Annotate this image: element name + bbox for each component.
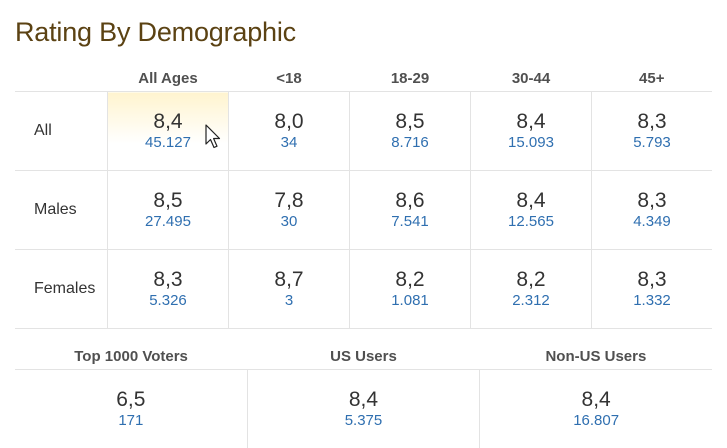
col-header-top-1000: Top 1000 Voters [15,344,248,370]
rating-cell[interactable]: 8,3 5.326 [107,249,229,329]
rating-value: 8,3 [637,109,667,133]
rating-value: 8,5 [153,188,183,212]
row-females: Females 8,3 5.326 8,7 3 8,2 1.081 8,2 2.… [15,249,712,329]
votes-link[interactable]: 27.495 [145,212,191,230]
rating-value: 6,5 [116,387,146,411]
demographic-table: All Ages <18 18-29 30-44 45+ All 8,4 45.… [15,66,712,329]
page-title: Rating By Demographic [15,17,296,47]
rating-cell[interactable]: 8,4 12.565 [470,170,592,250]
rating-value: 8,3 [637,188,667,212]
votes-link[interactable]: 5.375 [344,411,383,429]
votes-link[interactable]: 5.326 [149,291,187,309]
row-label-males: Males [15,170,108,250]
row-label-all: All [15,91,108,171]
rating-value: 8,6 [395,188,425,212]
col-header-us-users: US Users [247,344,480,370]
rating-cell[interactable]: 8,5 8.716 [349,91,471,171]
rating-cell[interactable]: 8,2 1.081 [349,249,471,329]
rating-value: 8,3 [637,267,667,291]
rating-value: 8,3 [153,267,183,291]
rating-cell[interactable]: 7,8 30 [228,170,350,250]
rating-value: 8,7 [274,267,304,291]
rating-value: 8,0 [274,109,304,133]
rating-value: 8,4 [348,387,379,411]
votes-link[interactable]: 16.807 [573,411,620,429]
row-males: Males 8,5 27.495 7,8 30 8,6 7.541 8,4 12… [15,170,712,250]
demographic-header-row: All Ages <18 18-29 30-44 45+ [15,66,712,92]
rating-cell[interactable]: 8,3 4.349 [591,170,712,250]
rating-cell[interactable]: 6,5 171 [15,370,247,448]
votes-link[interactable]: 12.565 [508,212,554,230]
mouse-pointer-icon [205,124,221,149]
rating-cell[interactable]: 8,2 2.312 [470,249,592,329]
votes-link[interactable]: 15.093 [508,133,554,151]
rating-value: 8,4 [516,188,546,212]
col-header-45-plus: 45+ [591,66,712,92]
rating-cell[interactable]: 8,6 7.541 [349,170,471,250]
rating-cell[interactable]: 8,7 3 [228,249,350,329]
rating-cell[interactable]: 8,5 27.495 [107,170,229,250]
col-header-all-ages: All Ages [107,66,229,92]
col-header-30-44: 30-44 [470,66,592,92]
col-header-under-18: <18 [228,66,350,92]
votes-link[interactable]: 1.332 [633,291,671,309]
row-label-females: Females [15,249,108,329]
voter-group-row: 6,5 171 8,4 5.375 8,4 16.807 [15,369,712,448]
rating-value: 8,2 [516,267,546,291]
col-header-18-29: 18-29 [349,66,471,92]
rating-value: 8,4 [581,387,611,411]
rating-value: 8,4 [153,109,183,133]
votes-link[interactable]: 1.081 [391,291,429,309]
rating-cell[interactable]: 8,4 15.093 [470,91,592,171]
rating-value: 7,8 [274,188,304,212]
votes-link[interactable]: 2.312 [512,291,550,309]
rating-cell[interactable]: 8,3 5.793 [591,91,712,171]
col-header-non-us-users: Non-US Users [479,344,712,370]
votes-link[interactable]: 8.716 [391,133,429,151]
votes-link[interactable]: 45.127 [145,133,191,151]
votes-link[interactable]: 3 [284,291,294,309]
row-all: All 8,4 45.127 8,0 34 8,5 8.716 8,4 15.0… [15,91,712,171]
rating-value: 8,2 [395,267,425,291]
rating-value: 8,5 [395,109,425,133]
rating-value: 8,4 [516,109,546,133]
rating-cell[interactable]: 8,3 1.332 [591,249,712,329]
corner-header [15,66,108,92]
voter-group-header-row: Top 1000 Voters US Users Non-US Users [15,344,712,370]
votes-link[interactable]: 30 [280,212,298,230]
votes-link[interactable]: 171 [118,411,144,429]
voter-group-table: Top 1000 Voters US Users Non-US Users 6,… [15,344,712,448]
rating-cell[interactable]: 8,4 5.375 [246,369,480,448]
rating-cell[interactable]: 8,0 34 [228,91,350,171]
votes-link[interactable]: 5.793 [633,133,671,151]
votes-link[interactable]: 34 [280,133,298,151]
rating-cell[interactable]: 8,4 16.807 [479,369,712,448]
votes-link[interactable]: 7.541 [391,212,429,230]
votes-link[interactable]: 4.349 [633,212,671,230]
